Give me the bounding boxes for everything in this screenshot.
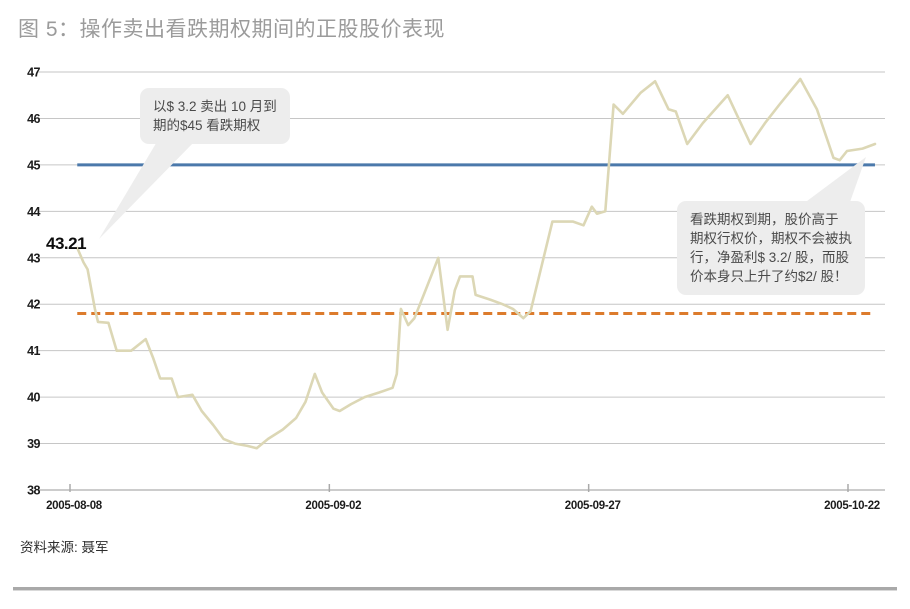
x-tick-label: 2005-08-08 [46,500,103,512]
bottom-divider [13,587,897,591]
y-tick-label: 38 [27,484,40,498]
y-tick-label: 40 [27,391,40,405]
x-tick-label: 2005-09-27 [565,500,621,512]
x-tick-label: 2005-09-02 [305,500,361,512]
y-tick-label: 47 [27,66,40,80]
callout-sell-tail [99,140,196,239]
callout-option-expiry: 看跌期权到期，股价高于 期权行权价，期权不会被执 行，净盈利$ 3.2/ 股，而… [677,201,865,295]
y-tick-label: 46 [27,112,40,126]
y-tick-label: 42 [27,298,40,312]
y-tick-label: 41 [27,344,40,358]
y-tick-label: 43 [27,251,40,265]
figure-title: 图 5：操作卖出看跌期权期间的正股股价表现 [18,18,446,41]
y-tick-label: 39 [27,437,40,451]
y-tick-label: 44 [27,205,40,219]
callout-sell-put: 以$ 3.2 卖出 10 月到 期的$45 看跌期权 [140,88,290,144]
start-price-label: 43.21 [46,234,86,253]
y-tick-label: 45 [27,158,40,172]
x-tick-label: 2005-10-22 [824,500,880,512]
source-note: 资料来源: 聂军 [20,540,109,555]
stock-price-line [76,77,877,450]
